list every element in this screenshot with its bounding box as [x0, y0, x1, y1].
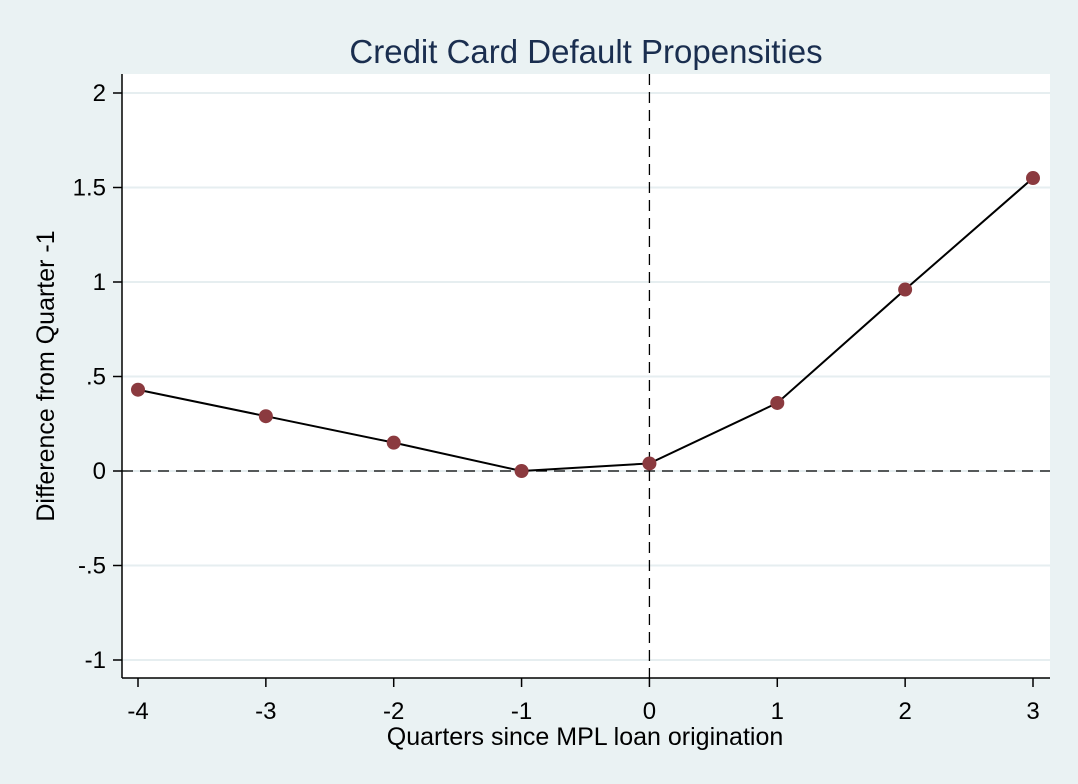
x-tick-label: -3: [255, 698, 276, 725]
chart-title: Credit Card Default Propensities: [349, 33, 822, 70]
data-point: [770, 395, 785, 410]
y-tick-label: 1: [93, 269, 106, 296]
x-tick-label: 2: [898, 698, 911, 725]
data-point: [131, 382, 145, 397]
x-tick-label: 0: [643, 698, 656, 725]
data-point: [386, 435, 401, 450]
series-line: [137, 177, 1034, 473]
series-group: [131, 171, 1040, 478]
x-axis-label: Quarters since MPL loan origination: [387, 723, 784, 751]
y-tick-label: .5: [86, 364, 106, 391]
reference-lines: [122, 74, 1050, 678]
y-tick-label: 2: [93, 80, 106, 107]
data-point: [898, 282, 913, 297]
y-tick-label: 1.5: [73, 175, 106, 202]
data-point: [1026, 171, 1040, 186]
data-point: [514, 464, 529, 478]
x-tick-label: 1: [771, 698, 784, 725]
y-tick-label: 0: [93, 458, 106, 485]
x-tick-label: 3: [1026, 698, 1039, 725]
x-tick-label: -2: [383, 698, 404, 725]
tick-labels: -1 -.5 0 .5 1 1.5 2 -4 -3 -2 -1 0 1 2 3: [73, 80, 1040, 725]
x-tick-label: -1: [511, 698, 532, 725]
y-axis-label: Difference from Quarter -1: [32, 230, 60, 521]
y-tick-label: -1: [85, 647, 106, 674]
y-tick-label: -.5: [78, 553, 106, 580]
data-point: [642, 456, 657, 471]
axes: [113, 74, 1050, 687]
data-point: [258, 409, 273, 424]
x-tick-label: -4: [127, 698, 148, 725]
